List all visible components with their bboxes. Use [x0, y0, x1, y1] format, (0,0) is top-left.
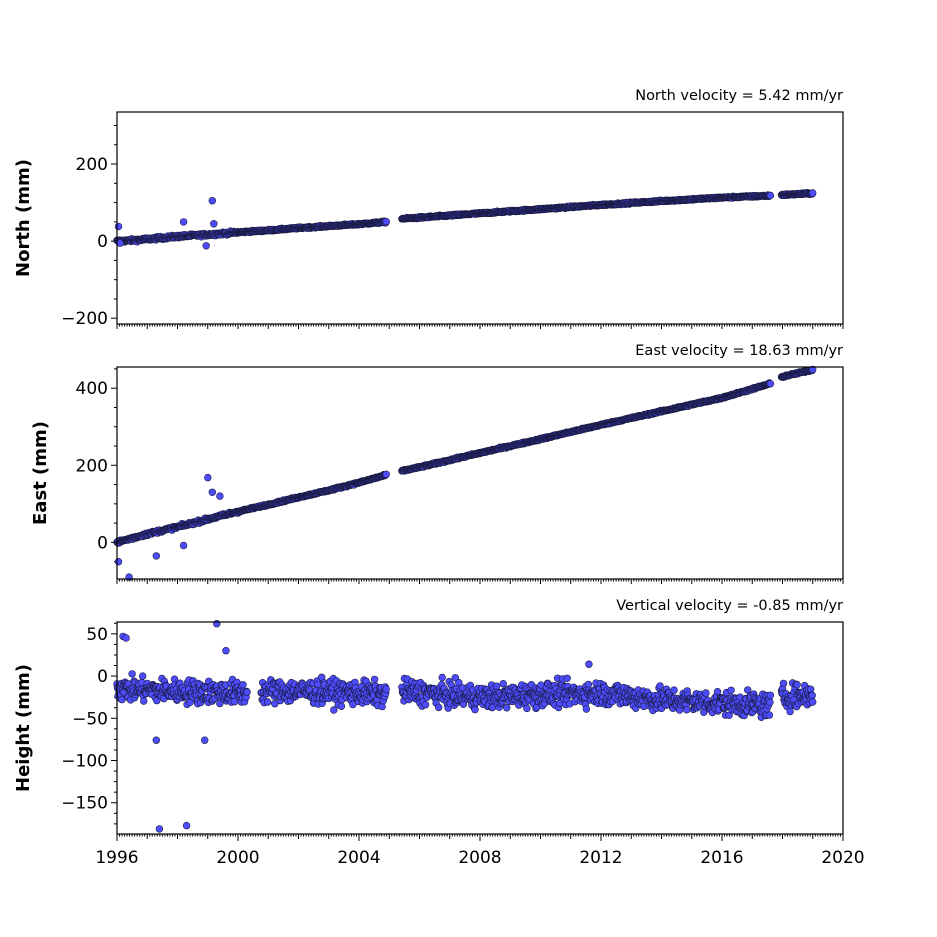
y-tick-label: 50: [86, 625, 108, 645]
x-tick-label: 2016: [700, 848, 743, 868]
height-outlier-point: [182, 821, 191, 830]
y-tick-label: 400: [76, 379, 108, 399]
height-data-point: [670, 686, 678, 694]
height-data-point: [499, 679, 507, 688]
height-data-point: [766, 691, 775, 699]
east-axes-frame: [116, 366, 844, 580]
east-outlier-point: [216, 492, 224, 500]
north-data-point: [808, 189, 817, 197]
north-outlier-point: [208, 197, 217, 205]
height-outlier-point: [213, 619, 221, 628]
x-tick-label: 2008: [458, 848, 501, 868]
height-outlier-point: [152, 736, 161, 744]
height-data-point: [582, 705, 591, 713]
north-outlier-point: [179, 218, 188, 226]
height-data-point: [656, 682, 664, 690]
east-outlier-point: [114, 557, 123, 566]
north-outlier-point: [210, 220, 218, 228]
height-data-point: [140, 697, 148, 705]
height-y-axis-label: Height (mm): [13, 664, 34, 792]
height-data-point: [370, 675, 379, 684]
east-outlier-point: [179, 541, 188, 550]
y-tick-label: 0: [97, 667, 108, 687]
height-data-point: [128, 670, 136, 678]
height-data-point: [239, 681, 247, 689]
north-points: [113, 188, 817, 250]
height-data-point: [563, 674, 571, 682]
height-data-point: [765, 711, 774, 719]
y-tick-label: −100: [61, 752, 108, 772]
height-data-point: [438, 673, 446, 682]
height-data-point: [808, 698, 817, 706]
north-outlier-point: [116, 239, 124, 247]
north-outlier-point: [202, 242, 210, 250]
height-outlier-point: [222, 646, 230, 655]
x-tick-label: 2004: [337, 848, 380, 868]
height-data-point: [779, 679, 788, 688]
height-data-point: [743, 686, 752, 694]
height-data-point: [808, 691, 816, 700]
height-outlier-point: [201, 736, 209, 744]
height-panel: Vertical velocity = -0.85 mm/yr Height (…: [13, 598, 865, 868]
y-tick-label: −200: [61, 309, 108, 329]
height-data-point: [523, 704, 531, 713]
east-outlier-point: [204, 473, 212, 482]
y-tick-label: 0: [97, 533, 108, 553]
east-y-axis-label: East (mm): [30, 421, 51, 525]
height-points: [113, 619, 817, 833]
height-velocity-title: Vertical velocity = -0.85 mm/yr: [616, 598, 843, 614]
y-tick-label: 0: [97, 232, 108, 252]
x-tick-label: 1996: [95, 848, 138, 868]
height-data-point: [503, 704, 511, 712]
y-tick-label: −150: [61, 794, 108, 814]
height-data-point: [382, 685, 390, 693]
east-panel: East velocity = 18.63 mm/yr East (mm) 0 2…: [30, 343, 844, 584]
east-data-point: [382, 470, 390, 478]
x-tick-label: 2020: [821, 848, 864, 868]
height-data-point: [492, 682, 501, 690]
east-outlier-point: [152, 552, 161, 560]
height-data-point: [727, 686, 735, 694]
north-panel: North velocity = 5.42 mm/yr North (mm) −…: [13, 88, 844, 329]
east-data-point: [766, 380, 775, 388]
height-data-point: [682, 706, 691, 714]
y-tick-label: 200: [76, 155, 108, 175]
height-data-point: [793, 681, 801, 689]
height-outlier-point: [585, 660, 593, 668]
x-tick-label: 2000: [216, 848, 259, 868]
height-ticks: −150 −100 −50 0 50 1996 2000 2004 2008 2012 2016 20…: [61, 622, 865, 868]
north-velocity-title: North velocity = 5.42 mm/yr: [635, 88, 843, 104]
north-axes-frame: [116, 111, 844, 325]
north-y-axis-label: North (mm): [13, 159, 34, 277]
height-data-point: [243, 688, 251, 696]
east-velocity-title: East velocity = 18.63 mm/yr: [635, 343, 843, 359]
height-data-point: [435, 703, 443, 712]
height-data-point: [139, 672, 147, 680]
height-data-point: [702, 689, 710, 697]
east-ticks: 0 200 400: [76, 368, 844, 584]
north-ticks: −200 0 200: [61, 124, 844, 329]
y-tick-label: 200: [76, 456, 108, 476]
height-data-point: [786, 707, 794, 716]
height-outlier-point: [155, 825, 164, 833]
east-outlier-point: [208, 488, 217, 496]
north-outlier-point: [114, 222, 123, 231]
height-outlier-point: [122, 634, 130, 642]
x-tick-label: 2012: [579, 848, 622, 868]
height-data-point: [471, 705, 479, 714]
height-data-point: [337, 702, 346, 710]
height-data-point: [766, 698, 774, 706]
east-points: [113, 365, 817, 581]
height-data-point: [264, 698, 272, 706]
north-data-point: [382, 218, 390, 226]
height-data-point: [421, 700, 430, 709]
y-tick-label: −50: [72, 709, 108, 729]
north-data-point: [766, 191, 775, 200]
